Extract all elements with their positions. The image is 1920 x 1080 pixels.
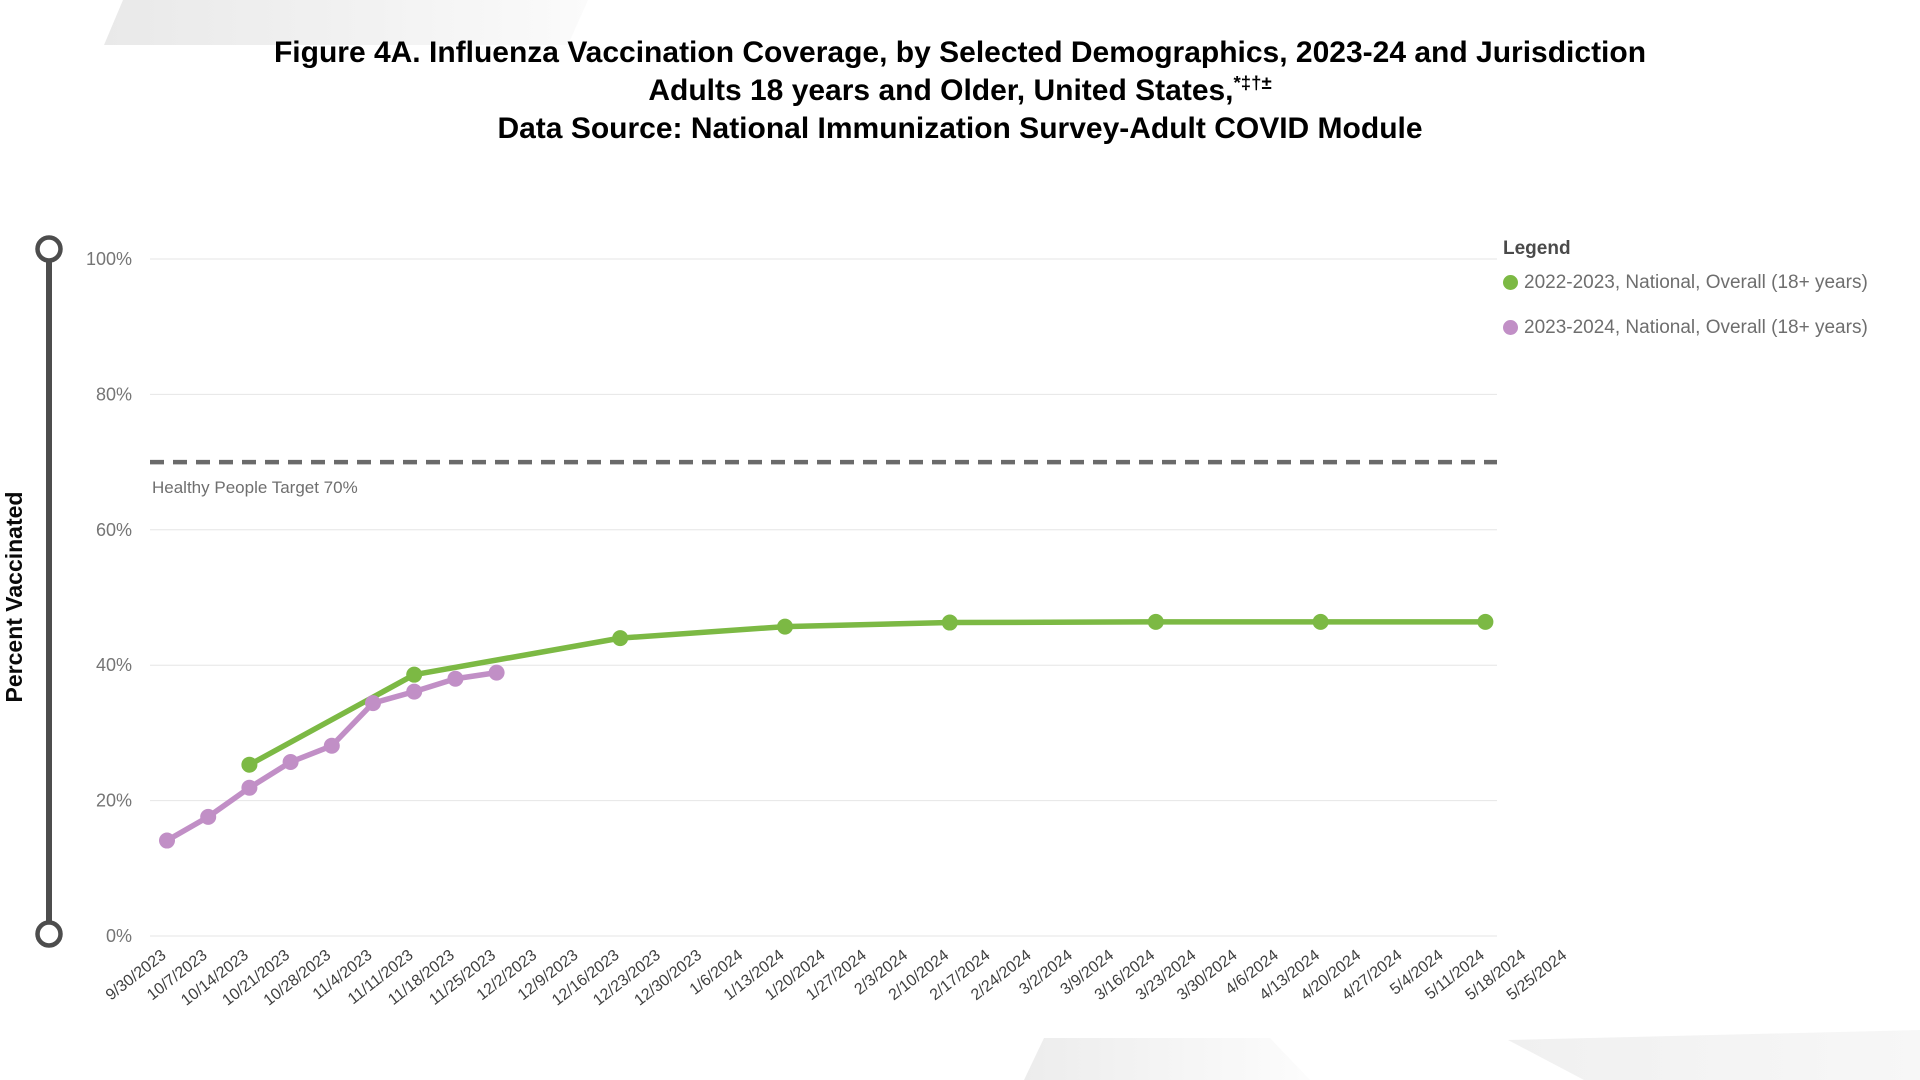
data-point[interactable] [323,737,340,754]
chart-title-line3: Data Source: National Immunization Surve… [497,112,1423,145]
series-line [246,619,1489,768]
data-point[interactable] [159,832,175,849]
legend-item-label-2023-2024: 2023-2024, National, Overall (18+ years) [1524,316,1868,338]
data-point[interactable] [241,779,258,796]
data-point[interactable] [1477,613,1494,630]
data-point[interactable] [1312,613,1329,630]
chart-title-line1: Figure 4A. Influenza Vaccination Coverag… [273,36,1647,69]
legend-title: Legend [1503,238,1571,259]
series-line [164,669,500,844]
data-point[interactable] [200,808,217,825]
data-point[interactable] [447,670,464,687]
series-layer [159,613,1494,849]
chart-title-block: Figure 4A. Influenza Vaccination Coverag… [70,34,1850,148]
legend-dot-2023-2024 [1503,320,1518,335]
data-point[interactable] [282,754,299,771]
chart-title-line2: Adults 18 years and Older, United States… [70,72,1850,110]
slider-handle-bottom[interactable] [35,920,63,948]
data-point[interactable] [488,664,505,681]
legend-item-2022-2023[interactable]: 2022-2023, National, Overall (18+ years) [1503,260,1920,305]
y-axis-tick-label: 100% [86,249,132,269]
y-axis-tick-label: 40% [96,655,132,675]
data-point[interactable] [365,695,381,712]
y-axis-tick-label: 0% [106,926,132,946]
x-axis-layer: 9/30/202310/7/202310/14/202310/21/202310… [103,947,1570,1010]
y-axis-tick-label: 80% [96,384,132,404]
y-axis-title: Percent Vaccinated [1,492,27,703]
legend-item-label-2022-2023: 2022-2023, National, Overall (18+ years) [1524,271,1868,293]
legend: Legend 2022-2023, National, Overall (18+… [1503,238,1920,350]
legend-item-2023-2024[interactable]: 2023-2024, National, Overall (18+ years) [1503,305,1920,350]
slider-handle-top[interactable] [35,235,63,263]
data-point[interactable] [406,666,423,683]
data-point[interactable] [406,683,423,700]
y-axis-tick-label: 60% [96,520,132,540]
data-point[interactable] [941,614,958,631]
chart-title-line2-text: Adults 18 years and Older, United States… [648,74,1234,107]
data-point[interactable] [777,618,793,635]
target-line-label: Healthy People Target 70% [152,478,358,497]
y-axis-range-slider [35,235,63,948]
data-point[interactable] [241,756,258,773]
data-point[interactable] [1147,613,1164,630]
y-axis-tick-label: 20% [96,791,132,811]
chart-title-footnote-symbols: *‡†± [1233,72,1272,93]
data-point[interactable] [612,630,629,647]
target-line-layer: Healthy People Target 70% [150,459,1497,497]
legend-dot-2022-2023 [1503,275,1518,290]
gridline-layer: 0% 20% 40% 60% 80% 100% [86,249,1497,946]
